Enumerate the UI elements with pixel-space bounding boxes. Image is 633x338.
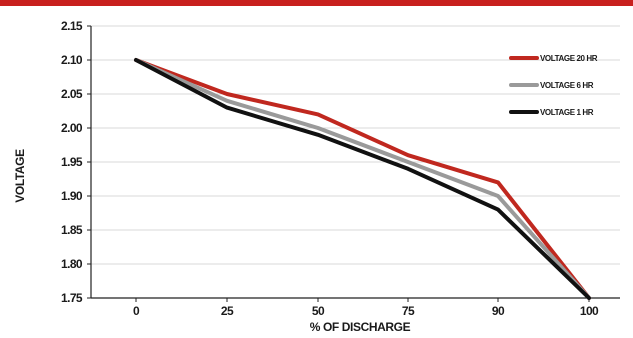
series-line-voltage-1-hr (134, 58, 591, 300)
y-tick-label: 2.10 (61, 53, 83, 67)
x-tick-label: 75 (402, 304, 415, 318)
series-lines (134, 58, 591, 300)
y-tick-label: 2.05 (61, 87, 83, 101)
y-tick-label: 2.15 (61, 19, 83, 33)
y-tick-label: 2.00 (61, 121, 83, 135)
legend-label: VOLTAGE 1 HR (540, 108, 594, 117)
y-tick-label: 1.80 (61, 257, 83, 271)
x-tick-labels: 0 25 50 75 90 100 (133, 298, 600, 318)
y-tick-label: 1.90 (61, 189, 83, 203)
x-tick-label: 100 (580, 304, 599, 318)
y-tick-label: 1.85 (61, 223, 83, 237)
x-axis-title: % OF DISCHARGE (310, 320, 411, 334)
y-tick-label: 1.75 (61, 291, 83, 305)
y-tick-labels: 2.15 2.10 2.05 2.00 1.95 1.90 1.85 1.80 1.75 (61, 19, 91, 305)
x-tick-label: 50 (312, 304, 325, 318)
x-tick-label: 25 (221, 304, 234, 318)
x-tick-label: 90 (492, 304, 505, 318)
x-tick-label: 0 (133, 304, 140, 318)
top-accent-bar (0, 0, 633, 6)
y-tick-label: 1.95 (61, 155, 83, 169)
legend-label: VOLTAGE 6 HR (540, 81, 594, 90)
series-line-voltage-6-hr (134, 58, 591, 300)
y-axis-title: VOLTAGE (13, 149, 27, 203)
legend: VOLTAGE 20 HR VOLTAGE 6 HR VOLTAGE 1 HR (509, 54, 598, 117)
legend-label: VOLTAGE 20 HR (540, 54, 598, 63)
series-line-voltage-20-hr (134, 58, 591, 300)
